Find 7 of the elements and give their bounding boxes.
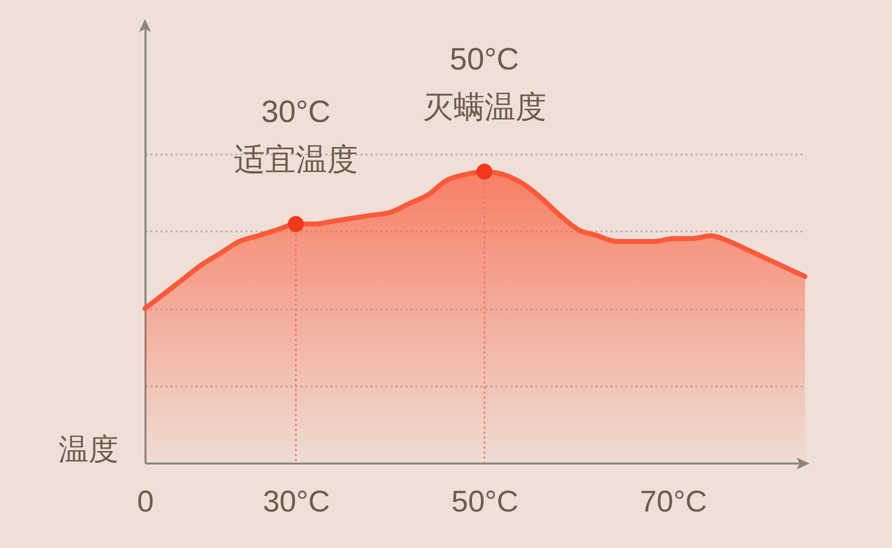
- annotation: 50°C 灭螨温度: [422, 42, 546, 125]
- y-axis-title: 温度: [58, 434, 118, 466]
- annotation: 30°C 适宜温度: [234, 94, 358, 178]
- x-tick-label: 30°C: [262, 486, 330, 518]
- x-tick-label: 0: [137, 486, 154, 518]
- x-tick-label: 50°C: [451, 486, 518, 518]
- x-tick-label: 70°C: [640, 486, 708, 518]
